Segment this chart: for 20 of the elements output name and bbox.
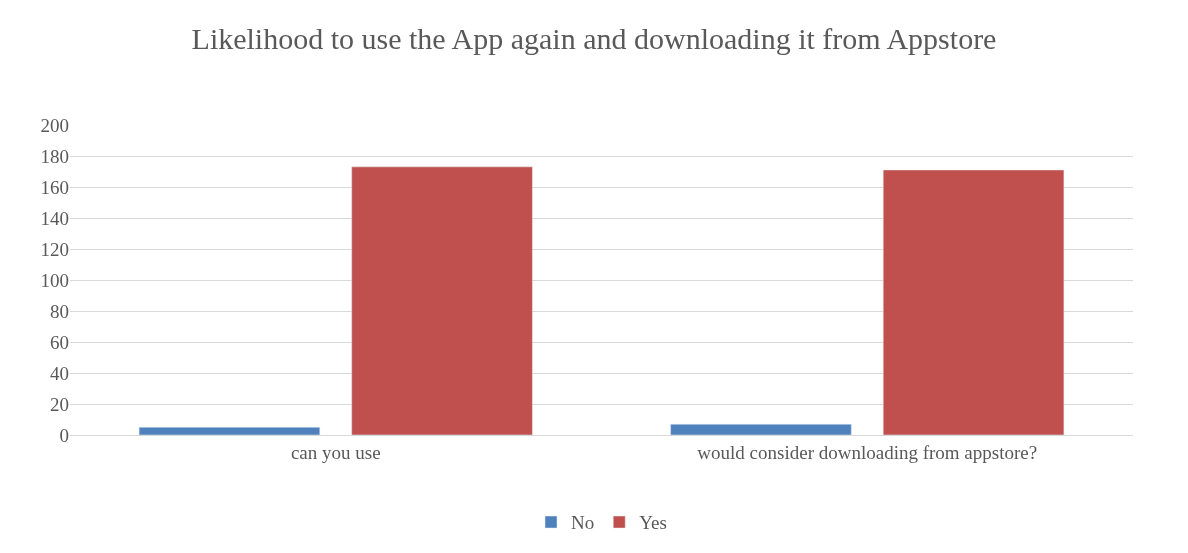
y-tick-label: 120: [40, 238, 69, 260]
chart-title: Likelihood to use the App again and downloading it from Appstore: [191, 21, 997, 55]
y-tick-label: 0: [59, 424, 69, 446]
y-tick-label: 140: [40, 207, 69, 229]
y-tick-label: 160: [40, 176, 69, 198]
y-tick-label: 100: [40, 269, 69, 291]
bar: [882, 169, 1065, 435]
y-tick-label: 200: [40, 114, 69, 136]
y-tick-label: 20: [50, 393, 69, 415]
y-tick-label: 180: [40, 145, 69, 167]
bar: [670, 423, 852, 435]
legend-label: No: [571, 512, 595, 534]
y-tick-label: 40: [50, 362, 69, 384]
bar: [351, 166, 533, 435]
bar: [138, 427, 321, 435]
x-tick-label: can you use: [290, 441, 381, 463]
legend-label: Yes: [639, 512, 667, 534]
y-tick-label: 60: [50, 331, 69, 353]
y-tick-label: 80: [50, 300, 69, 322]
x-tick-label: would consider downloading from appstore?: [697, 441, 1038, 463]
